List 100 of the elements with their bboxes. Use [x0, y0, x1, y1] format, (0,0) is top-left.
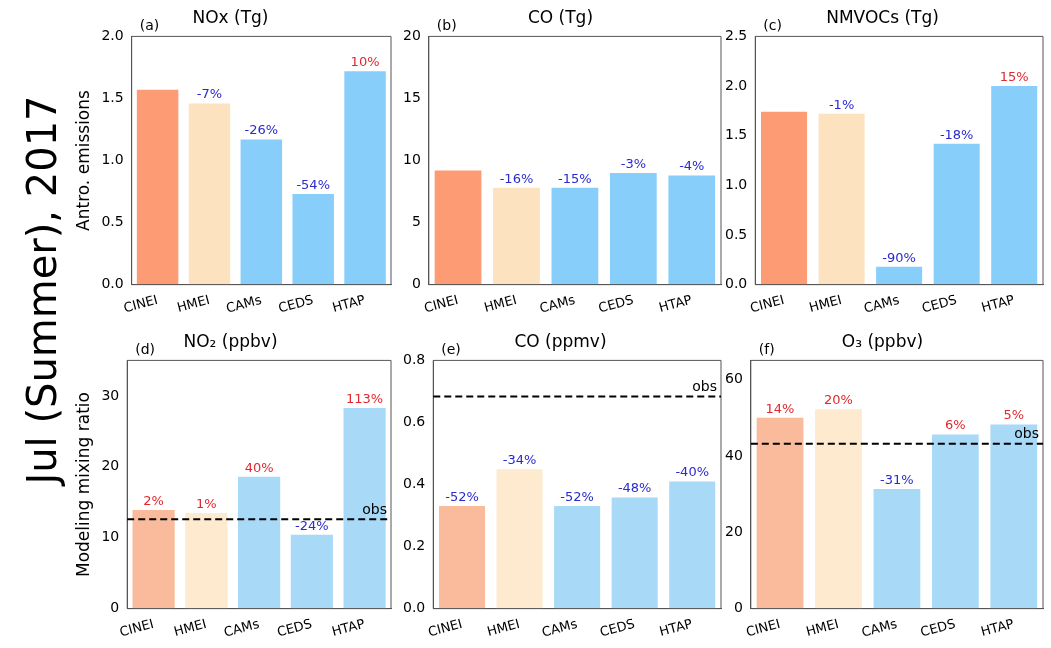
annotation: 5%	[1003, 407, 1025, 423]
chart-title: O₃ (ppbv)	[841, 330, 924, 351]
x-tick-label: CEDS	[598, 615, 637, 640]
bar	[933, 143, 980, 285]
bar	[609, 172, 657, 285]
bar	[292, 194, 334, 285]
bar	[815, 409, 862, 609]
y-tick-label: 10	[402, 151, 421, 168]
y-tick-label: 0	[110, 599, 120, 616]
annotation: -31%	[880, 471, 914, 487]
annotation: 14%	[765, 400, 795, 416]
x-tick-label: HTAP	[979, 291, 1017, 315]
y-tick-label: 15	[402, 89, 421, 106]
bar	[873, 489, 921, 609]
y-tick-label: 40	[724, 446, 743, 463]
bar	[990, 424, 1038, 609]
bar	[756, 417, 804, 609]
annotation: 10%	[350, 54, 380, 70]
chart-title: NOx (Tg)	[192, 6, 269, 27]
x-tick-label: CEDS	[920, 291, 959, 316]
bar	[493, 187, 540, 285]
y-tick-label: 2.0	[101, 27, 124, 44]
text: Jul (Summer), 2017	[19, 95, 65, 485]
x-tick-label: CEDS	[276, 291, 315, 316]
y-tick-label: 2.5	[725, 27, 748, 44]
x-tick-label: CAMs	[859, 615, 899, 640]
y-tick-label: 0.8	[403, 351, 426, 368]
y-tick-label: 0.6	[403, 413, 426, 430]
text: (a)	[139, 17, 160, 34]
chart-title: NMVOCs (Tg)	[826, 6, 939, 27]
x-tick-label: HMEI	[482, 291, 519, 315]
annotation: 40%	[244, 459, 274, 475]
y-tick-label: 2.0	[725, 76, 748, 93]
bar	[554, 505, 601, 609]
y-tick-label: 0	[411, 275, 421, 292]
x-tick-label: HTAP	[657, 291, 694, 315]
annotation: -40%	[675, 464, 710, 480]
bar	[132, 510, 175, 609]
x-tick-label: HMEI	[172, 615, 208, 639]
annotation: 20%	[824, 392, 853, 408]
y-tick-label: 1.5	[101, 89, 124, 106]
bar	[185, 512, 228, 609]
annotation: 113%	[346, 390, 384, 406]
bar	[551, 187, 599, 285]
y-axis-title: Antro. emissions	[72, 89, 93, 231]
annotation: 6%	[945, 417, 966, 433]
bar	[344, 71, 386, 285]
bar	[238, 476, 281, 609]
x-tick-label: HTAP	[657, 615, 695, 639]
y-tick-label: 0.4	[403, 475, 426, 492]
x-tick-label: CEDS	[918, 615, 957, 640]
x-tick-label: CINEI	[121, 291, 160, 316]
bar	[290, 534, 333, 609]
annotation: -26%	[244, 122, 279, 138]
bar	[496, 469, 543, 609]
bar	[931, 434, 979, 609]
y-tick-label: 5	[411, 213, 421, 230]
bar	[434, 170, 482, 285]
y-tick-label: 0.2	[403, 537, 426, 554]
bar	[991, 86, 1038, 285]
x-tick-label: HTAP	[979, 615, 1016, 639]
x-tick-label: CEDS	[596, 291, 635, 316]
y-tick-label: 10	[101, 528, 120, 545]
y-tick-label: 0.5	[101, 213, 124, 230]
y-tick-label: 20	[724, 522, 743, 539]
text: (f)	[758, 341, 775, 358]
x-tick-label: CAMs	[862, 291, 901, 316]
annotation: -7%	[196, 86, 223, 102]
annotation: -18%	[939, 126, 974, 142]
bar	[343, 407, 386, 609]
x-tick-label: CINEI	[426, 615, 464, 640]
annotation: -54%	[296, 176, 330, 192]
x-tick-label: HTAP	[330, 291, 367, 315]
text: (d)	[135, 341, 156, 358]
x-tick-label: CAMs	[224, 291, 264, 316]
bar	[240, 139, 283, 285]
bar	[439, 505, 486, 609]
y-tick-label: 20	[402, 27, 421, 44]
annotation: -52%	[560, 488, 594, 504]
bar	[611, 497, 658, 609]
y-tick-label: 60	[724, 370, 743, 387]
y-tick-label: 0.0	[725, 275, 748, 292]
text: (e)	[441, 341, 461, 358]
annotation: -16%	[499, 170, 534, 186]
bar	[818, 113, 865, 285]
ref-line-label: obs	[1014, 425, 1039, 442]
bar	[668, 175, 716, 285]
y-tick-label: 0.0	[403, 599, 426, 616]
annotation: 1%	[196, 495, 217, 511]
annotation: -48%	[617, 480, 652, 496]
y-axis-title: Modeling mixing ratio	[72, 392, 93, 577]
ref-line-label: obs	[692, 378, 717, 395]
x-tick-label: CINEI	[422, 291, 460, 316]
x-tick-label: HMEI	[485, 615, 522, 639]
x-tick-label: CEDS	[275, 615, 314, 640]
x-tick-label: HMEI	[807, 291, 844, 315]
text: (c)	[763, 17, 782, 34]
y-tick-label: 1.5	[725, 126, 748, 143]
ref-line-label: obs	[362, 500, 387, 517]
bar	[669, 481, 716, 609]
